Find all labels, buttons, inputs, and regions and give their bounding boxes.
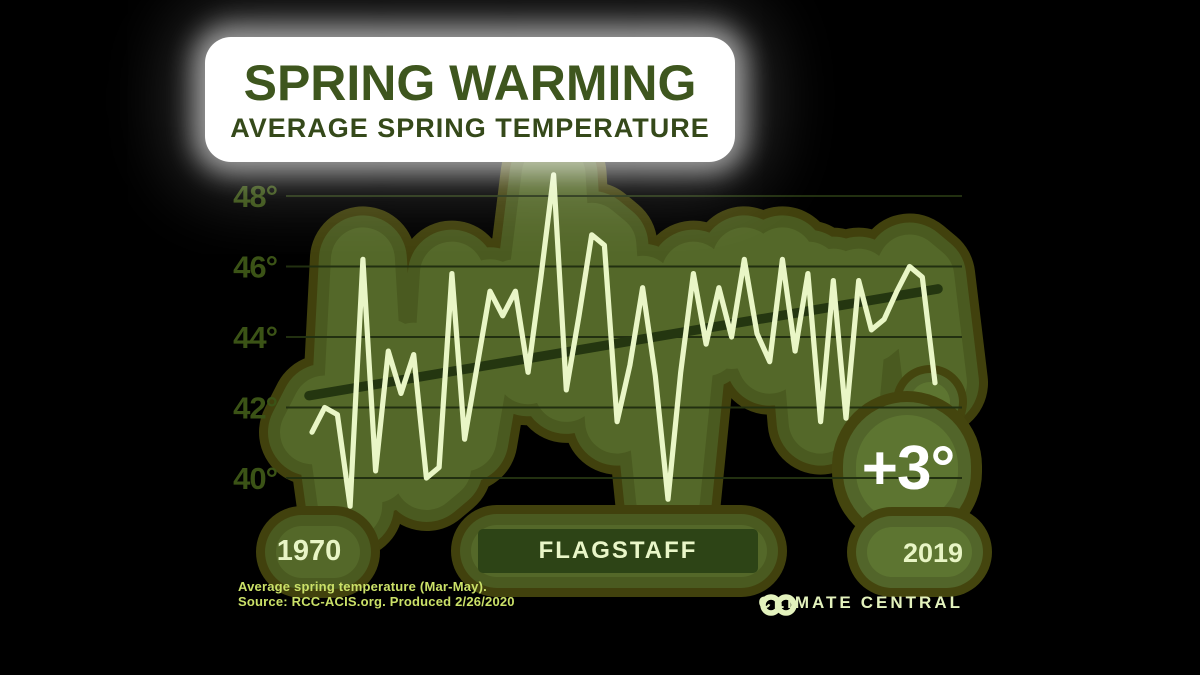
start-year-label: 1970 bbox=[276, 535, 342, 567]
grid-layer: 48° 46° 44° 42° 40° bbox=[233, 179, 962, 496]
title-card: SPRING WARMING AVERAGE SPRING TEMPERATUR… bbox=[205, 37, 735, 162]
page-title: SPRING WARMING bbox=[243, 54, 697, 111]
y-axis-tick-label: 48° bbox=[233, 179, 277, 214]
location-pill-layer bbox=[478, 529, 758, 573]
page-subtitle: AVERAGE SPRING TEMPERATURE bbox=[230, 112, 710, 143]
y-axis-tick-label: 42° bbox=[233, 391, 277, 426]
temperature-data-line bbox=[309, 172, 938, 509]
data-line-layer bbox=[309, 172, 938, 509]
climate-central-logo: CLIMATE CENTRAL bbox=[758, 593, 963, 616]
source-note: Average spring temperature (Mar-May). So… bbox=[238, 579, 515, 609]
location-pill-label: FLAGSTAFF bbox=[538, 537, 698, 564]
y-axis-tick-label: 40° bbox=[233, 461, 277, 496]
y-axis-tick-label: 46° bbox=[233, 250, 277, 285]
y-axis-tick-label: 44° bbox=[233, 320, 277, 355]
location-pill bbox=[478, 529, 758, 573]
source-note-line1: Average spring temperature (Mar-May). bbox=[238, 579, 487, 594]
source-note-line2: Source: RCC-ACIS.org. Produced 2/26/2020 bbox=[238, 593, 515, 609]
trend-change-badge: +3° bbox=[861, 433, 955, 503]
end-year-label: 2019 bbox=[902, 538, 964, 568]
brand-word-central: CENTRAL bbox=[860, 593, 963, 612]
climate-central-rings-icon bbox=[760, 594, 798, 616]
